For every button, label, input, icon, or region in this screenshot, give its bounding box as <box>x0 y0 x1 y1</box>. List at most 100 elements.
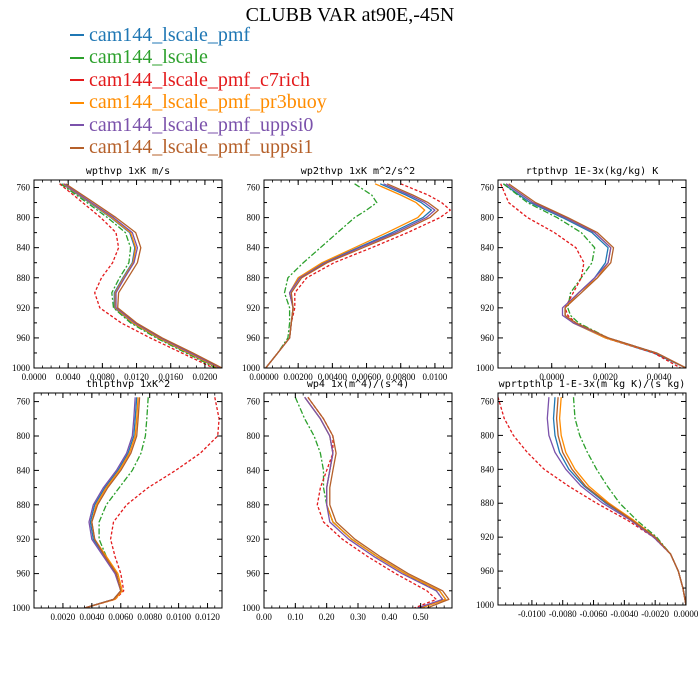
y-tick-label: 840 <box>247 465 261 475</box>
legend-item: cam144_lscale_pmf <box>70 24 327 47</box>
x-tick-label: -0.0080 <box>549 609 577 619</box>
legend-item: cam144_lscale_pmf_pr3buoy <box>70 91 327 115</box>
y-tick-label: 760 <box>481 396 495 406</box>
y-tick-label: 880 <box>481 273 495 283</box>
x-tick-label: 0.00800 <box>386 372 416 382</box>
y-tick-label: 800 <box>247 213 261 223</box>
series-line <box>546 397 686 605</box>
y-tick-label: 920 <box>481 303 495 313</box>
y-tick-label: 1000 <box>242 603 261 613</box>
plot-frame <box>497 392 687 606</box>
x-tick-label: 0.0160 <box>158 372 183 382</box>
y-tick-label: 760 <box>17 183 31 193</box>
y-tick-label: 840 <box>481 243 495 253</box>
series-line <box>265 183 378 368</box>
legend-item: cam144_lscale_pmf_c7rich <box>70 69 327 92</box>
chart-panel: wp4 1x(m^4)/(s^4)76080084088092096010000… <box>242 379 453 622</box>
series-group <box>265 183 451 368</box>
x-tick-label: -0.0020 <box>641 609 669 619</box>
x-tick-label: 0.0120 <box>124 372 149 382</box>
y-tick-label: 920 <box>17 303 31 313</box>
series-line <box>65 183 222 368</box>
chart-panel: wprtpthlp 1-E-3x(m kg K)/(s kg) 760 800 840… <box>476 379 699 619</box>
series-line <box>265 183 439 368</box>
series-line <box>555 397 686 605</box>
series-line <box>508 183 686 368</box>
series-line <box>62 183 219 368</box>
legend-swatch <box>70 56 84 59</box>
x-tick-label: 0.0040 <box>56 372 81 382</box>
series-line <box>307 396 437 608</box>
panel-title: wp4 1x(m^4)/(s^4) <box>307 379 409 390</box>
y-tick-label: 840 <box>17 243 31 253</box>
x-tick-label: 0.0040 <box>79 612 104 622</box>
series-group <box>500 183 686 368</box>
legend-swatch <box>70 79 84 82</box>
legend-swatch <box>70 101 84 104</box>
y-tick-label: 1000 <box>12 363 31 373</box>
y-tick-label: 760 <box>247 397 261 407</box>
legend-label: cam144_lscale_pmf_uppsi1 <box>89 136 314 159</box>
series-line <box>500 183 681 368</box>
x-tick-label: 0.0020 <box>51 612 76 622</box>
x-tick-label: 0.0100 <box>166 612 191 622</box>
x-tick-label: 0.00 <box>256 612 272 622</box>
x-tick-label: 0.0200 <box>193 372 218 382</box>
legend-label: cam144_lscale_pmf <box>89 23 251 46</box>
x-tick-label: 0.0080 <box>137 612 162 622</box>
y-tick-label: 960 <box>481 566 495 576</box>
x-tick-label: 0.0000 <box>674 609 699 619</box>
x-tick-label: 0.0000 <box>22 372 47 382</box>
y-tick-label: 960 <box>247 333 261 343</box>
y-tick-label: 800 <box>17 431 31 441</box>
x-tick-label: 0.0040 <box>647 372 672 382</box>
legend-swatch <box>70 146 84 149</box>
chart-panel: thlpthvp 1xK^2 760 800 840 880 920 960 1000 0.00… <box>12 379 223 622</box>
y-tick-label: 960 <box>481 333 495 343</box>
y-tick-label: 1000 <box>242 363 261 373</box>
legend-swatch <box>70 124 84 127</box>
y-tick-label: 760 <box>17 397 31 407</box>
legend-swatch <box>70 34 84 37</box>
series-line <box>505 183 686 368</box>
legend-label: cam144_lscale_pmf_pr3buoy <box>89 91 327 114</box>
series-line <box>61 183 218 368</box>
x-tick-label: 0.30 <box>350 612 366 622</box>
series-group <box>294 396 450 608</box>
legend-item: cam144_lscale_pmf_uppsi1 <box>70 136 327 160</box>
y-tick-label: 880 <box>247 273 261 283</box>
series-line <box>84 397 136 608</box>
x-tick-label: 0.0060 <box>108 612 133 622</box>
legend-label: cam144_lscale_pmf_uppsi0 <box>89 113 314 136</box>
y-tick-label: 800 <box>481 213 495 223</box>
series-line <box>552 397 686 605</box>
plot-frame <box>33 179 223 369</box>
x-tick-label: 0.00600 <box>352 372 382 382</box>
y-tick-label: 880 <box>247 500 261 510</box>
series-line <box>60 183 217 368</box>
y-tick-label: 840 <box>17 465 31 475</box>
chart-panel: rtpthvp 1E-3x(kg/kg) K 760 800 840 880 920 960… <box>476 166 687 382</box>
legend-label: cam144_lscale <box>89 46 208 69</box>
x-tick-label: 0.20 <box>319 612 335 622</box>
y-tick-label: 840 <box>481 464 495 474</box>
y-tick-label: 880 <box>17 273 31 283</box>
y-tick-label: 800 <box>481 430 495 440</box>
legend-item: cam144_lscale_pmf_uppsi0 <box>70 114 327 137</box>
y-tick-label: 880 <box>17 500 31 510</box>
x-tick-label: -0.0060 <box>580 609 608 619</box>
y-tick-label: 920 <box>247 534 261 544</box>
y-tick-label: 800 <box>17 213 31 223</box>
y-tick-label: 1000 <box>12 603 31 613</box>
figure-title: CLUBB VAR at90E,-45N <box>245 4 455 26</box>
plot-frame <box>263 392 453 609</box>
x-tick-label: 0.50 <box>413 612 429 622</box>
legend-label: cam144_lscale_pmf_c7rich <box>89 68 311 91</box>
x-tick-label: 0.00400 <box>318 372 348 382</box>
y-tick-label: 960 <box>247 569 261 579</box>
y-tick-label: 960 <box>17 333 31 343</box>
series-line <box>59 183 214 368</box>
y-tick-label: 920 <box>17 534 31 544</box>
x-tick-label: -0.0100 <box>518 609 546 619</box>
